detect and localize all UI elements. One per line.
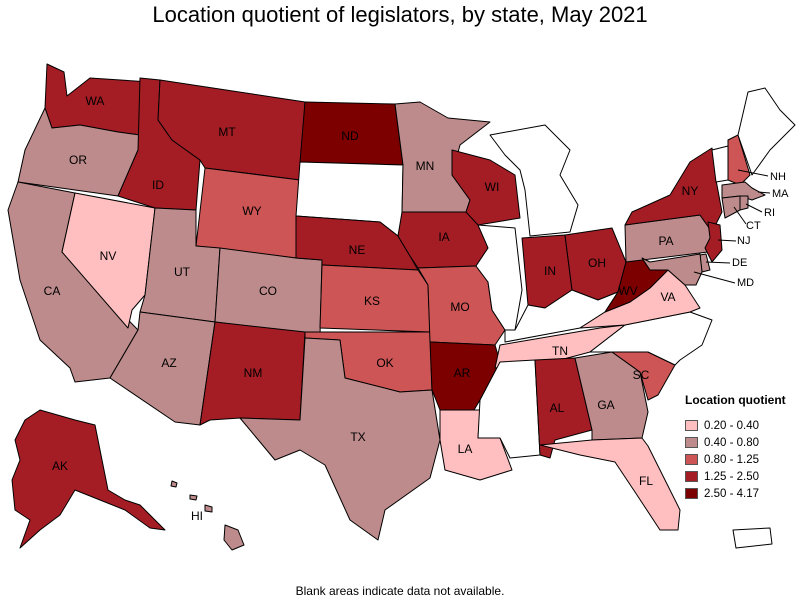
legend-title: Location quotient xyxy=(685,393,786,407)
legend-label: 1.25 - 2.50 xyxy=(704,470,759,483)
label-tn: TN xyxy=(552,344,568,358)
legend-item: 0.80 - 1.25 xyxy=(685,451,795,468)
label-ca: CA xyxy=(44,284,61,298)
state-mi[interactable] xyxy=(489,124,579,237)
state-hi[interactable] xyxy=(170,480,245,551)
leader-ri xyxy=(745,203,763,213)
label-mo: MO xyxy=(450,300,469,314)
label-ut: UT xyxy=(174,265,191,279)
state-ny[interactable] xyxy=(624,147,723,233)
legend: Location quotient 0.20 - 0.40 0.40 - 0.8… xyxy=(685,393,795,502)
legend-label: 0.20 - 0.40 xyxy=(704,419,759,432)
label-ma: MA xyxy=(772,188,789,200)
territory-pr[interactable] xyxy=(732,527,773,549)
legend-item: 0.20 - 0.40 xyxy=(685,417,795,434)
footnote: Blank areas indicate data not available. xyxy=(295,584,505,598)
state-ri[interactable] xyxy=(739,195,749,211)
state-tx[interactable] xyxy=(239,337,441,541)
label-ny: NY xyxy=(682,184,699,198)
state-fl[interactable] xyxy=(539,437,681,531)
legend-swatch xyxy=(685,454,698,465)
state-me[interactable] xyxy=(737,87,796,176)
label-wi: WI xyxy=(485,180,500,194)
legend-item: 0.40 - 0.80 xyxy=(685,434,795,451)
label-az: AZ xyxy=(161,356,176,370)
label-nh: NH xyxy=(770,171,786,183)
legend-item: 2.50 - 4.17 xyxy=(685,485,795,502)
label-hi: HI xyxy=(191,509,203,523)
leader-md xyxy=(693,271,736,284)
label-nd: ND xyxy=(341,129,359,143)
label-co: CO xyxy=(259,284,277,298)
state-md[interactable] xyxy=(641,253,703,286)
label-pa: PA xyxy=(658,234,673,248)
leader-ma xyxy=(757,191,771,194)
legend-item: 1.25 - 2.50 xyxy=(685,468,795,485)
label-nm: NM xyxy=(244,366,263,380)
label-ak: AK xyxy=(52,459,68,473)
label-nj: NJ xyxy=(737,235,750,247)
state-ct[interactable] xyxy=(721,195,741,219)
map-title: Location quotient of legislators, by sta… xyxy=(152,2,648,27)
label-nv: NV xyxy=(100,249,117,263)
state-ky[interactable] xyxy=(504,289,619,343)
label-sc: SC xyxy=(633,368,650,382)
label-ar: AR xyxy=(454,366,471,380)
label-mn: MN xyxy=(416,159,435,173)
label-ok: OK xyxy=(376,356,393,370)
label-in: IN xyxy=(544,264,556,278)
state-ak[interactable] xyxy=(11,409,166,549)
label-fl: FL xyxy=(639,474,653,488)
legend-swatch xyxy=(685,488,698,499)
label-tx: TX xyxy=(350,430,365,444)
label-ks: KS xyxy=(364,294,380,308)
leader-de xyxy=(705,261,731,264)
label-wa: WA xyxy=(86,94,105,108)
label-wv: WV xyxy=(618,284,637,298)
legend-label: 0.80 - 1.25 xyxy=(704,453,759,466)
label-ne: NE xyxy=(349,243,366,257)
label-al: AL xyxy=(550,401,565,415)
legend-swatch xyxy=(685,471,698,482)
state-nh[interactable] xyxy=(727,134,751,186)
legend-label: 0.40 - 0.80 xyxy=(704,436,759,449)
label-ri: RI xyxy=(764,207,775,219)
legend-swatch xyxy=(685,420,698,431)
leader-nj xyxy=(717,239,737,242)
label-ga: GA xyxy=(597,398,614,412)
leader-nh xyxy=(737,169,769,177)
label-ct: CT xyxy=(746,220,761,232)
label-id: ID xyxy=(152,178,164,192)
legend-swatch xyxy=(685,437,698,448)
label-mt: MT xyxy=(218,125,236,139)
label-la: LA xyxy=(458,442,473,456)
label-wy: WY xyxy=(242,204,261,218)
label-ia: IA xyxy=(438,230,449,244)
label-va: VA xyxy=(660,290,675,304)
label-de: DE xyxy=(732,257,747,269)
label-or: OR xyxy=(69,153,87,167)
legend-label: 2.50 - 4.17 xyxy=(704,487,759,500)
state-ar[interactable] xyxy=(429,341,501,411)
state-labels: WA OR CA NV ID MT WY UT AZ CO NM ND NE K… xyxy=(44,94,789,523)
leader-ct xyxy=(733,206,747,225)
state-il[interactable] xyxy=(475,224,523,331)
label-oh: OH xyxy=(588,256,606,270)
label-md: MD xyxy=(737,277,754,289)
